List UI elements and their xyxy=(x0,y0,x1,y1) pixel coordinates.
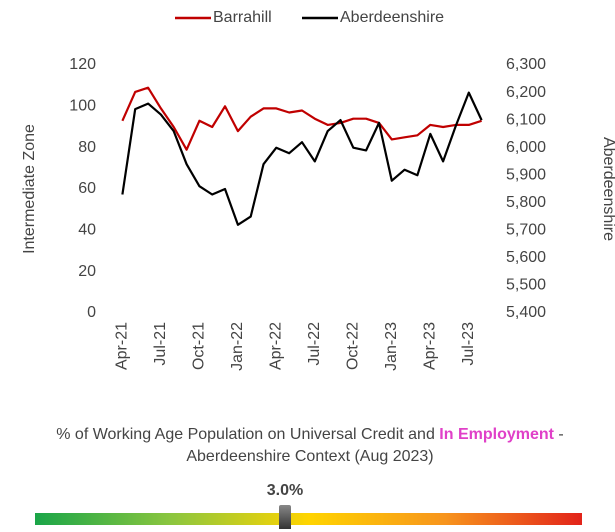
y2-tick-label: 6,300 xyxy=(506,56,546,73)
context-title-highlight: In Employment xyxy=(439,426,554,443)
y2-tick-label: 5,800 xyxy=(506,194,546,211)
y-tick-label: 40 xyxy=(78,222,96,239)
legend-label: Aberdeenshire xyxy=(340,9,444,26)
x-tick-label: Jan-22 xyxy=(229,322,246,371)
x-tick-label: Jan-23 xyxy=(383,322,400,371)
y-tick-label: 80 xyxy=(78,139,96,156)
x-tick-label: Jul-22 xyxy=(306,322,323,366)
x-tick-label: Apr-22 xyxy=(268,322,285,370)
y2-tick-label: 5,600 xyxy=(506,249,546,266)
y2-tick-label: 5,700 xyxy=(506,222,546,239)
x-tick-label: Apr-23 xyxy=(421,322,438,370)
y-tick-label: 120 xyxy=(69,56,96,73)
marker xyxy=(279,505,291,529)
chart: Intermediate Zone Aberdeenshire 0 20 40 60 8… xyxy=(21,9,615,371)
marker-label: 3.0% xyxy=(266,482,304,499)
gradient-bar xyxy=(35,513,582,525)
y2-tick-label: 6,000 xyxy=(506,139,546,156)
legend-label: Barrahill xyxy=(213,9,272,26)
y2-axis-title: Aberdeenshire xyxy=(600,137,615,241)
y2-tick-label: 5,900 xyxy=(506,166,546,183)
context-title-start: % of Working Age Population on Universal… xyxy=(56,426,440,443)
y2-tick-label: 6,100 xyxy=(506,111,546,128)
y-tick-label: 0 xyxy=(87,304,96,321)
y2-tick-label: 5,400 xyxy=(506,304,546,321)
context-title: % of Working Age Population on Universal… xyxy=(30,424,590,468)
y-tick-label: 60 xyxy=(78,180,96,197)
x-tick-label: Jul-21 xyxy=(152,322,169,366)
x-tick-label: Oct-22 xyxy=(345,322,362,370)
context-title-end: - Aberdeenshire Context (Aug 2023) xyxy=(186,426,564,465)
y2-tick-label: 6,200 xyxy=(506,84,546,101)
y-tick-label: 20 xyxy=(78,263,96,280)
y2-tick-label: 5,500 xyxy=(506,277,546,294)
series-line xyxy=(121,86,482,151)
y-axis-title: Intermediate Zone xyxy=(21,124,38,254)
y-tick-label: 100 xyxy=(69,98,96,115)
x-tick-label: Oct-21 xyxy=(191,322,208,370)
x-tick-label: Apr-21 xyxy=(114,322,131,370)
series-line xyxy=(121,91,483,226)
x-tick-label: Jul-23 xyxy=(460,322,477,366)
